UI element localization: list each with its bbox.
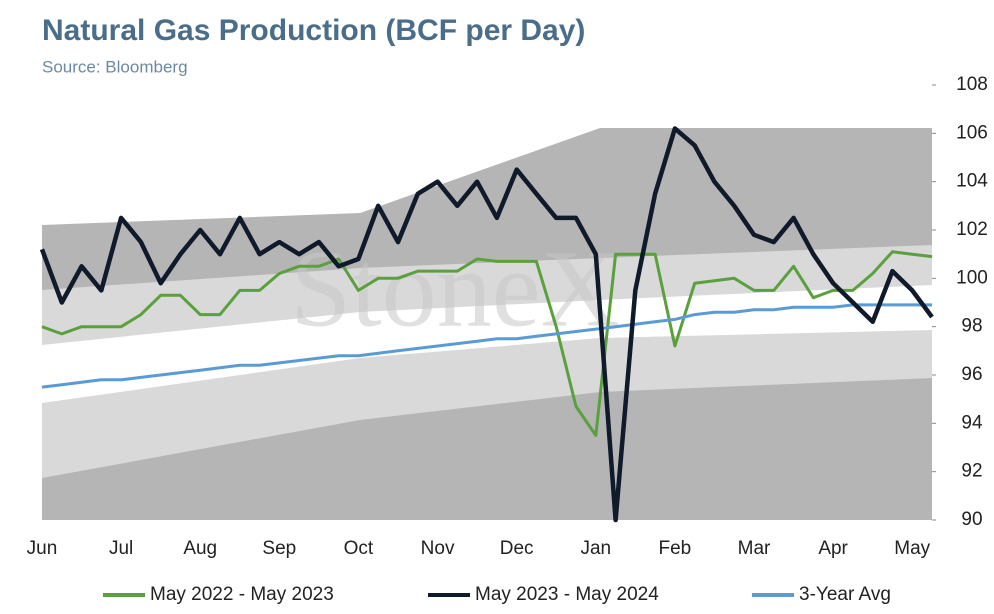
x-tick-label: Jun	[27, 538, 58, 559]
range-bands	[42, 128, 932, 520]
x-tick-label: Sep	[262, 538, 296, 559]
y-tick-label: 102	[956, 219, 988, 240]
x-tick-label: Dec	[500, 538, 534, 559]
series-line	[41, 250, 933, 437]
x-tick-label: Feb	[659, 538, 692, 559]
x-tick-label: Jan	[580, 538, 611, 559]
y-tick-label: 104	[956, 171, 988, 192]
y-tick-label: 94	[961, 412, 983, 433]
x-tick-label: Apr	[818, 538, 848, 559]
y-tick-label: 92	[961, 461, 982, 482]
y-tick-label: 98	[961, 316, 982, 337]
chart-subtitle: Source: Bloomberg	[42, 57, 188, 76]
legend-label: 3-Year Avg	[799, 584, 891, 605]
x-tick-label: Mar	[738, 538, 771, 559]
chart-title: Natural Gas Production (BCF per Day)	[42, 14, 585, 47]
y-tick-label: 106	[956, 122, 988, 143]
x-tick-label: May	[894, 538, 930, 559]
legend-label: May 2022 - May 2023	[150, 584, 334, 605]
watermark: StoneX	[290, 227, 620, 349]
series-line	[41, 303, 932, 389]
series-line	[39, 126, 934, 523]
x-tick-label: Nov	[421, 538, 455, 559]
y-tick-label: 108	[956, 74, 988, 95]
y-tick-label: 90	[961, 509, 982, 530]
x-tick-label: Jul	[109, 538, 133, 559]
y-tick-label: 100	[956, 267, 988, 288]
y-tick-label: 96	[961, 364, 982, 385]
legend-label: May 2023 - May 2024	[475, 584, 659, 605]
x-tick-label: Aug	[183, 538, 217, 559]
x-tick-label: Oct	[344, 538, 374, 559]
